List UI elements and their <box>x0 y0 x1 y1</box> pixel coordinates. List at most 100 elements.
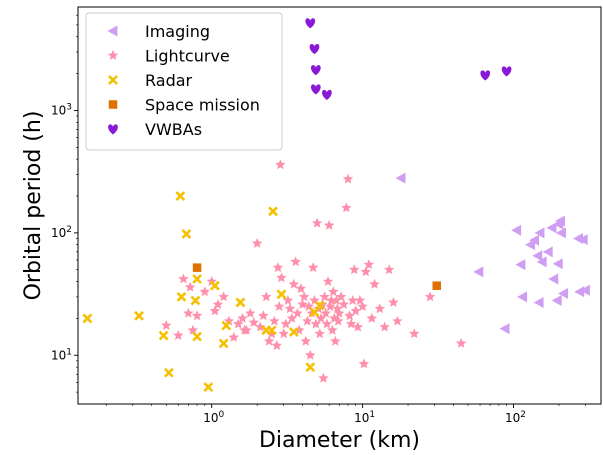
legend-label: Space mission <box>145 96 260 115</box>
data-point <box>187 324 199 335</box>
data-point <box>161 320 172 330</box>
x-tick-label: 102 <box>505 410 526 425</box>
data-point <box>328 286 339 297</box>
data-point <box>266 325 277 336</box>
series-radar <box>82 191 325 392</box>
y-tick-label: 103 <box>51 102 72 117</box>
y-axis-title: Orbital period (h) <box>21 111 46 301</box>
data-point <box>158 330 169 341</box>
data-point <box>275 159 286 170</box>
data-point <box>315 312 327 323</box>
data-point <box>290 256 301 267</box>
data-point <box>175 191 186 201</box>
data-point <box>235 297 246 308</box>
data-point <box>515 259 526 271</box>
data-point <box>499 323 510 335</box>
data-point <box>218 291 229 302</box>
data-point <box>223 315 235 326</box>
data-point <box>82 313 93 324</box>
data-point <box>295 283 307 294</box>
data-point <box>344 310 355 321</box>
data-point <box>228 331 239 342</box>
y-tick-label: 101 <box>51 347 72 362</box>
data-point <box>173 330 184 340</box>
data-point <box>542 246 553 258</box>
data-point <box>473 266 484 278</box>
series-vwbas <box>305 18 512 100</box>
legend: Imaging Lightcurve Radar Space mission VWBAs <box>85 12 283 151</box>
data-point <box>237 312 248 323</box>
series-imaging <box>395 172 590 335</box>
data-point <box>511 224 522 236</box>
data-point <box>268 206 278 217</box>
data-point <box>261 291 272 302</box>
data-point <box>320 307 331 318</box>
data-point <box>580 284 590 296</box>
data-point <box>325 301 336 311</box>
data-point <box>241 324 252 335</box>
data-point <box>330 335 341 346</box>
data-point <box>314 300 325 311</box>
data-point <box>533 296 544 308</box>
data-point <box>181 229 192 239</box>
data-point <box>551 295 562 307</box>
data-point <box>552 258 563 270</box>
data-point <box>369 278 380 289</box>
data-point <box>288 278 299 289</box>
data-point <box>183 307 194 318</box>
data-point <box>321 318 333 329</box>
x-tick-label: 100 <box>203 410 224 425</box>
data-point <box>341 202 352 213</box>
data-point <box>203 382 214 392</box>
data-point <box>255 321 266 332</box>
data-point <box>331 295 342 305</box>
data-point <box>546 222 557 234</box>
data-point <box>312 217 323 228</box>
data-point <box>555 215 565 227</box>
data-point <box>286 312 298 323</box>
legend-label: Radar <box>145 71 193 90</box>
data-point <box>288 327 299 337</box>
data-point <box>274 301 285 311</box>
data-point <box>548 273 559 285</box>
data-point <box>192 263 202 272</box>
legend-marker <box>108 75 118 85</box>
data-point <box>392 315 403 326</box>
data-point <box>294 324 305 335</box>
data-point <box>334 307 345 318</box>
data-point <box>335 291 347 302</box>
data-point <box>184 281 196 292</box>
data-point <box>384 264 395 275</box>
data-point <box>271 340 282 350</box>
data-point <box>178 273 189 284</box>
data-point <box>305 18 316 29</box>
series-space-mission <box>192 263 442 290</box>
series-lightcurve <box>161 159 467 383</box>
legend-label: Lightcurve <box>145 47 230 66</box>
data-point <box>347 295 358 305</box>
x-tick-label: 101 <box>354 410 375 425</box>
data-point <box>536 256 547 268</box>
data-point <box>306 307 317 318</box>
data-point <box>327 324 338 335</box>
data-point <box>558 287 569 299</box>
axis-ticks: 100 101 102 101 102 103 <box>51 14 586 425</box>
data-point <box>424 291 436 302</box>
data-point <box>379 321 390 332</box>
data-point <box>323 219 335 230</box>
data-point <box>360 266 371 277</box>
data-point <box>191 310 203 321</box>
data-point <box>318 372 329 383</box>
data-point <box>577 234 588 246</box>
data-point <box>278 328 289 339</box>
data-point <box>480 70 491 81</box>
legend-label: Imaging <box>145 22 210 41</box>
data-point <box>305 349 316 360</box>
data-point <box>176 291 187 302</box>
legend-box <box>85 12 283 151</box>
data-point <box>263 335 275 346</box>
data-point <box>395 172 406 184</box>
data-point <box>282 295 294 305</box>
data-point <box>212 299 224 309</box>
data-point <box>309 44 320 55</box>
